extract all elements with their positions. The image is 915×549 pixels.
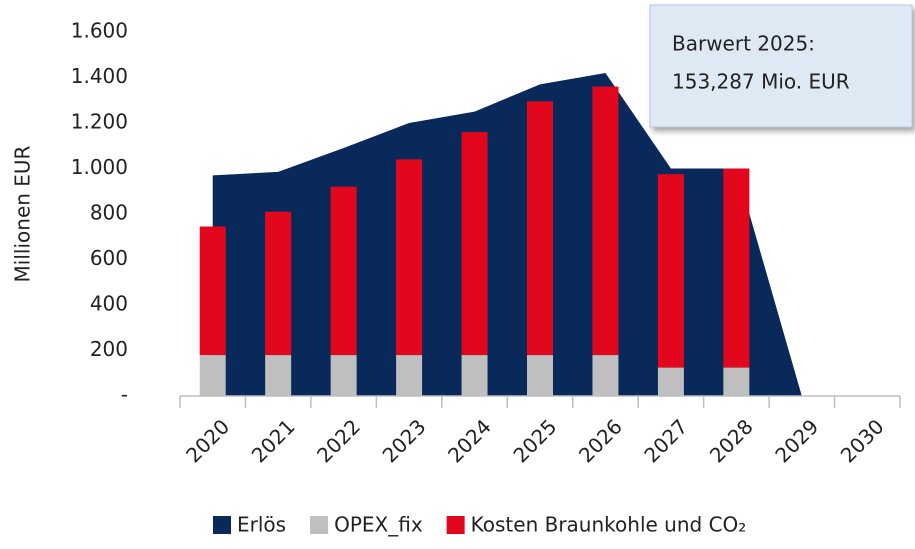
x-tick-label: 2026 [574,414,627,467]
bar [199,355,226,396]
bar [330,355,357,396]
annotation-text: 153,287 Mio. EUR [672,70,850,94]
annotation-box [649,4,913,128]
legend-label: Kosten Braunkohle und CO₂ [471,513,747,537]
bar [265,211,292,356]
x-tick-label: 2022 [312,414,365,467]
area [212,72,802,396]
y-tick-label: 1.400 [71,64,128,88]
y-tick-label: 1.000 [71,155,128,179]
bar [396,159,423,356]
bar [657,174,684,368]
bar [330,186,357,356]
bar [199,226,226,356]
bar [265,355,292,396]
x-tick-label: 2028 [705,414,758,467]
y-tick-label: 800 [90,201,128,225]
y-tick-label: 400 [90,292,128,316]
y-tick-label: 1.200 [71,110,128,134]
bar [461,355,488,396]
y-tick-label: 200 [90,337,128,361]
bar [527,101,553,356]
y-tick-label: 600 [90,246,128,270]
bar [723,168,750,368]
y-tick-label: - [121,383,128,407]
bar [396,355,423,396]
bar [527,355,553,396]
bar [592,86,619,356]
bar [657,367,684,396]
x-tick-label: 2025 [508,414,561,467]
y-tick-label: 1.600 [71,19,128,43]
x-tick-label: 2027 [639,414,692,467]
y-axis-label: Millionen EUR [11,145,35,282]
bar [592,355,619,396]
x-tick-label: 2024 [443,414,496,467]
legend-label: OPEX_fix [334,513,423,537]
legend-swatch [310,516,329,534]
x-tick-label: 2021 [247,414,300,467]
x-tick-label: 2023 [378,414,431,467]
legend-swatch [446,516,465,534]
annotation-text: Barwert 2025: [672,32,815,56]
bar [723,367,750,396]
legend-label: Erlös [237,513,286,537]
legend-swatch [213,516,231,534]
x-tick-label: 2020 [181,414,234,467]
x-tick-label: 2029 [770,414,823,467]
bar [461,132,488,356]
x-tick-label: 2030 [836,414,889,467]
